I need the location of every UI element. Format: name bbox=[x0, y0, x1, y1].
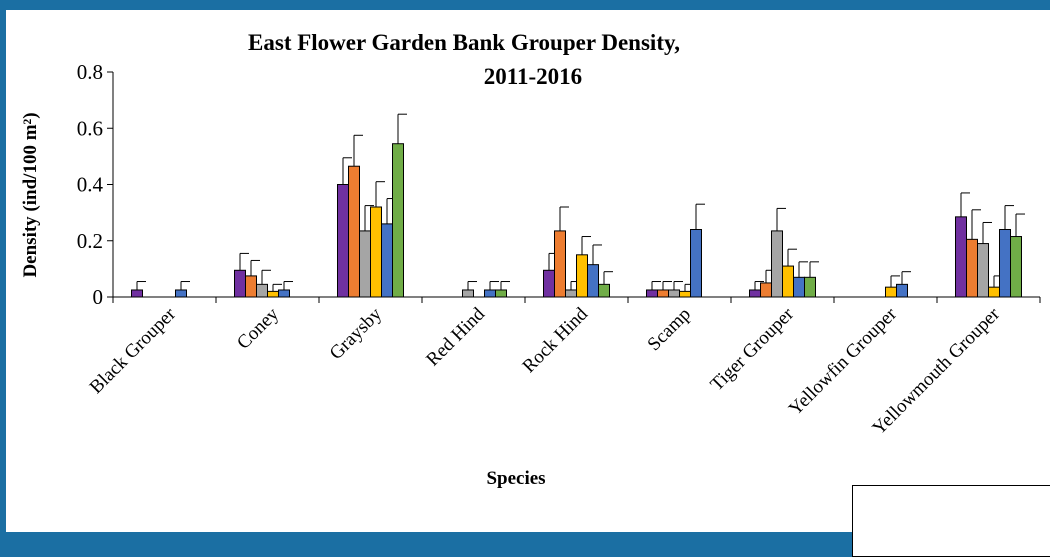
bar bbox=[679, 290, 691, 298]
category-label: Rock Hind bbox=[519, 303, 593, 377]
bar bbox=[793, 276, 805, 298]
x-axis-label: Species bbox=[486, 468, 545, 489]
bar bbox=[267, 290, 279, 298]
bar bbox=[966, 238, 978, 298]
bar bbox=[977, 243, 989, 298]
bar bbox=[337, 184, 349, 298]
bar bbox=[175, 289, 187, 298]
bar bbox=[999, 229, 1011, 298]
bar bbox=[782, 265, 794, 298]
plot-area: 0 0.2 0.4 0.6 0.8 Black Grouper Coney Graysby Re… bbox=[77, 60, 1041, 439]
bar bbox=[370, 206, 382, 298]
bar bbox=[234, 269, 246, 298]
bar bbox=[587, 264, 599, 298]
category-label: Red Hind bbox=[422, 303, 489, 370]
category-label: Graysby bbox=[326, 303, 387, 364]
bar bbox=[955, 216, 967, 298]
category-label: Coney bbox=[233, 303, 283, 353]
bar bbox=[598, 283, 610, 298]
window-frame: East Flower Garden Bank Grouper Density,… bbox=[6, 10, 1050, 557]
bar bbox=[543, 269, 555, 298]
category-label: Yellowfin Grouper bbox=[785, 303, 902, 420]
bar bbox=[278, 289, 290, 298]
y-axis-label: Density (ind/100 m²) bbox=[20, 112, 41, 277]
y-tick-label: 0.2 bbox=[77, 229, 103, 253]
bar bbox=[771, 230, 783, 298]
bar bbox=[484, 289, 496, 298]
bar bbox=[554, 230, 566, 298]
category-label: Scamp bbox=[644, 304, 695, 355]
bar bbox=[576, 254, 588, 298]
y-tick-label: 0.4 bbox=[77, 173, 104, 197]
bar bbox=[245, 275, 257, 298]
chart-title-line-1: East Flower Garden Bank Grouper Density, bbox=[248, 30, 680, 55]
bar bbox=[690, 229, 702, 298]
y-tick-label: 0.6 bbox=[77, 116, 103, 140]
bar bbox=[646, 289, 658, 298]
bar bbox=[256, 283, 268, 298]
bar bbox=[668, 289, 680, 298]
bar bbox=[565, 289, 577, 298]
grouper-density-chart: East Flower Garden Bank Grouper Density,… bbox=[20, 30, 1041, 489]
y-tick-label: 0.8 bbox=[77, 60, 103, 84]
y-tick-label: 0 bbox=[93, 285, 104, 309]
bar bbox=[495, 289, 507, 298]
bar bbox=[749, 289, 761, 298]
bar bbox=[359, 230, 371, 298]
bar bbox=[392, 143, 404, 298]
bar bbox=[760, 282, 772, 298]
bar bbox=[131, 289, 143, 298]
bar bbox=[381, 223, 393, 298]
bar bbox=[988, 286, 1000, 298]
bar bbox=[1010, 236, 1022, 298]
chart-title-line-2: 2011-2016 bbox=[484, 64, 582, 89]
bar bbox=[348, 165, 360, 298]
bar bbox=[896, 283, 908, 298]
bar bbox=[804, 276, 816, 298]
chart-title: East Flower Garden Bank Grouper Density,… bbox=[248, 30, 680, 89]
chart-canvas: East Flower Garden Bank Grouper Density,… bbox=[6, 10, 1050, 557]
blank-text-box bbox=[852, 485, 1050, 557]
bar bbox=[462, 289, 474, 298]
category-label: Black Grouper bbox=[86, 303, 181, 398]
bar bbox=[657, 289, 669, 298]
category-label: Tiger Grouper bbox=[706, 303, 798, 395]
bar bbox=[885, 286, 897, 298]
